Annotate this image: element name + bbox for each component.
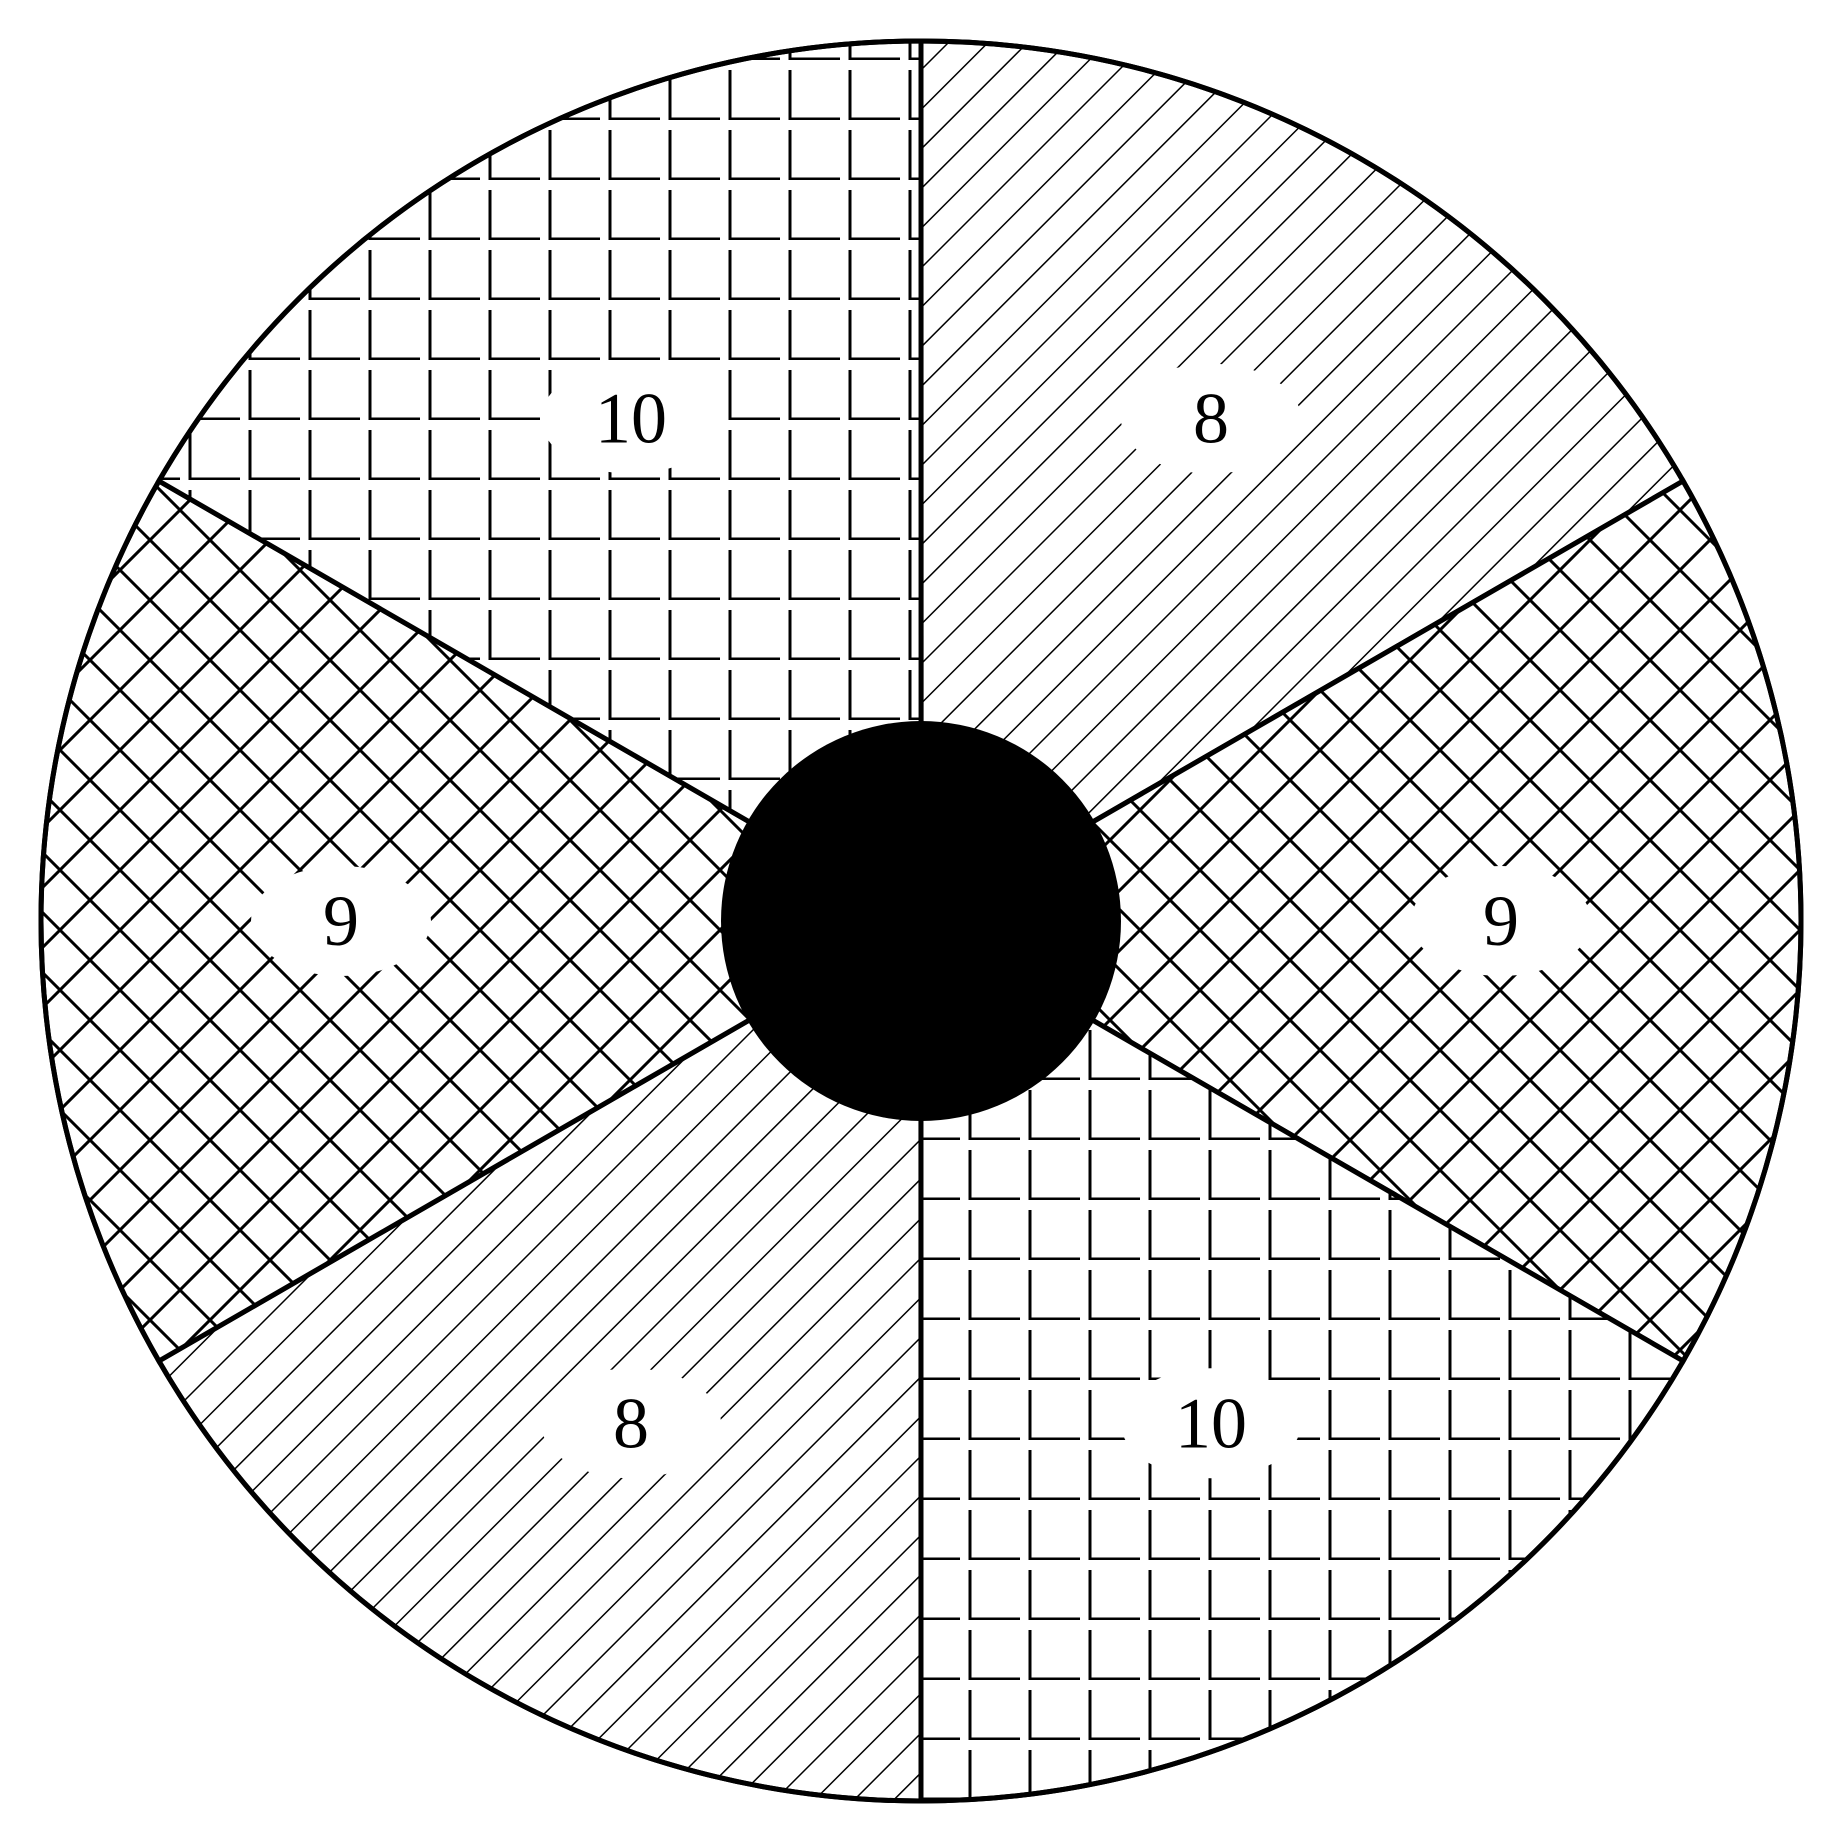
slice-label-text: 10 <box>1175 1383 1247 1463</box>
slice-label-text: 8 <box>613 1383 649 1463</box>
slice-label-text: 8 <box>1193 379 1229 459</box>
slice-label-text: 9 <box>1483 881 1519 961</box>
slice-label-0: 8 <box>1121 364 1301 474</box>
slice-label-3: 8 <box>541 1368 721 1478</box>
slice-label-2: 10 <box>1121 1368 1301 1478</box>
slice-label-5: 10 <box>541 364 721 474</box>
slice-label-text: 10 <box>595 379 667 459</box>
slice-label-1: 9 <box>1411 866 1591 976</box>
slice-label-4: 9 <box>251 866 431 976</box>
pie-chart: 8 9 10 8 9 10 <box>0 0 1847 1842</box>
slice-label-text: 9 <box>323 881 359 961</box>
hub-circle <box>721 721 1121 1121</box>
